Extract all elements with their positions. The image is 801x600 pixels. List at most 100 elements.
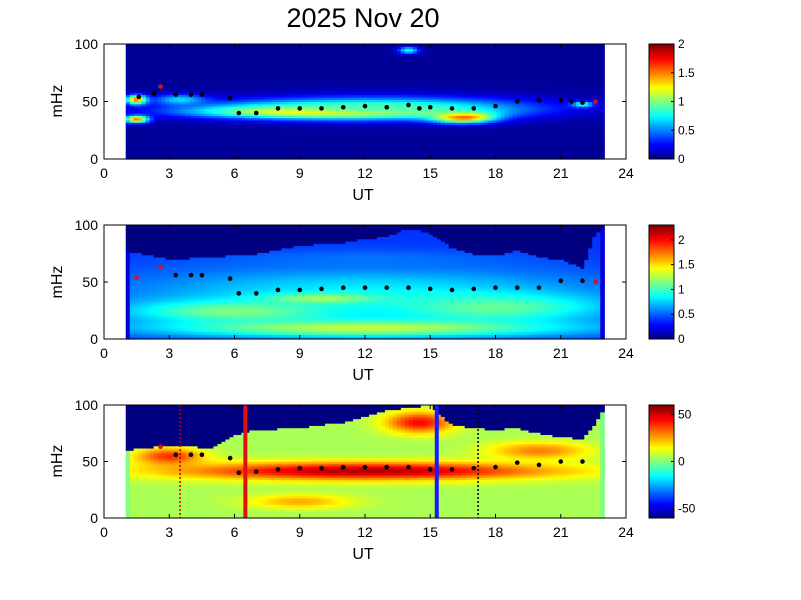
heatmap-cell [209,60,215,63]
heatmap-cell [237,53,242,57]
heatmap-cell [357,46,362,50]
heatmap-cell [376,152,382,155]
heatmap-cell [309,145,314,149]
heatmap-cell [201,117,207,121]
heatmap-cell [444,136,450,139]
heatmap-cell [193,64,199,68]
heatmap-cell [500,85,506,89]
heatmap-cell [408,87,414,91]
heatmap-cell [460,138,466,142]
heatmap-cell [412,147,418,151]
heatmap-cell [484,122,490,126]
heatmap-cell [492,149,498,153]
heatmap-cell [137,108,143,112]
heatmap-cell [173,64,179,68]
heatmap-cell [297,152,302,155]
heatmap-cell [213,87,219,91]
heatmap-cell [384,69,390,73]
heatmap-cell [353,96,358,100]
heatmap-cell [213,126,219,130]
heatmap-cell [233,129,238,132]
heatmap-cell [225,64,231,68]
heatmap-cell [257,90,262,93]
heatmap-cell [460,149,466,153]
heatmap-cell [137,62,143,66]
heatmap-cell [500,55,506,59]
heatmap-cell [337,83,342,86]
heatmap-cell [416,96,422,100]
heatmap-cell [217,44,223,47]
heatmap-cell [392,50,398,54]
heatmap-cell [209,129,215,132]
heatmap-cell [269,156,274,160]
heatmap-cell [201,133,207,137]
heatmap-cell [261,50,266,54]
heatmap-cell [253,108,258,112]
heatmap-cell [297,140,302,144]
heatmap-cell [520,85,526,89]
heatmap-cell [456,119,462,123]
heatmap-cell [149,108,155,112]
heatmap-cell [488,103,494,107]
heatmap-cell [504,90,510,93]
heatmap-cell [201,80,207,84]
heatmap-cell [145,76,151,80]
heatmap-cell [193,133,199,137]
heatmap-cell [273,117,278,121]
heatmap-cell [269,57,274,61]
heatmap-cell [353,92,358,96]
heatmap-cell [217,140,223,144]
heatmap-cell [233,67,238,70]
heatmap-cell [464,101,470,105]
heatmap-cell [129,106,135,109]
heatmap-cell [257,145,262,149]
heatmap-cell [289,115,294,119]
heatmap-cell [309,154,314,158]
heatmap-cell [516,85,522,89]
heatmap-cell [436,140,442,144]
heatmap-cell [380,90,386,93]
heatmap-cell [253,131,258,135]
heatmap-cell [185,115,191,119]
heatmap-cell [496,78,502,82]
heatmap-cell [285,60,290,63]
heatmap-cell [480,53,486,57]
heatmap-cell [257,154,262,158]
heatmap-cell [257,94,262,98]
heatmap-cell [432,140,438,144]
heatmap-cell [460,71,466,75]
heatmap-cell [368,60,374,63]
heatmap-cell [137,60,143,63]
heatmap-cell [141,136,147,139]
heatmap-cell [169,131,175,135]
heatmap-cell [265,122,270,126]
heatmap-cell [205,64,211,68]
heatmap-cell [404,117,410,121]
heatmap-cell [157,90,163,93]
heatmap-cell [213,62,219,66]
heatmap-cell [416,57,422,61]
heatmap-cell [237,62,242,66]
heatmap-cell [221,71,227,75]
heatmap-cell [181,80,187,84]
heatmap-cell [329,60,334,63]
heatmap-cell [412,156,418,160]
heatmap-cell [213,101,219,105]
heatmap-cell [480,147,486,151]
heatmap-cell [217,149,223,153]
heatmap-cell [225,106,231,109]
heatmap-cell [500,44,506,47]
heatmap-cell [209,133,215,137]
heatmap-cell [337,152,342,155]
heatmap-cell [452,115,458,119]
heatmap-cell [424,73,430,77]
heatmap-cell [257,103,262,107]
heatmap-cell [357,71,362,75]
heatmap-cell [209,46,215,50]
heatmap-cell [141,142,147,146]
heatmap-cell [233,136,238,139]
heatmap-cell [516,142,522,146]
heatmap-cell [125,115,131,119]
heatmap-cell [488,85,494,89]
heatmap-cell [265,62,270,66]
